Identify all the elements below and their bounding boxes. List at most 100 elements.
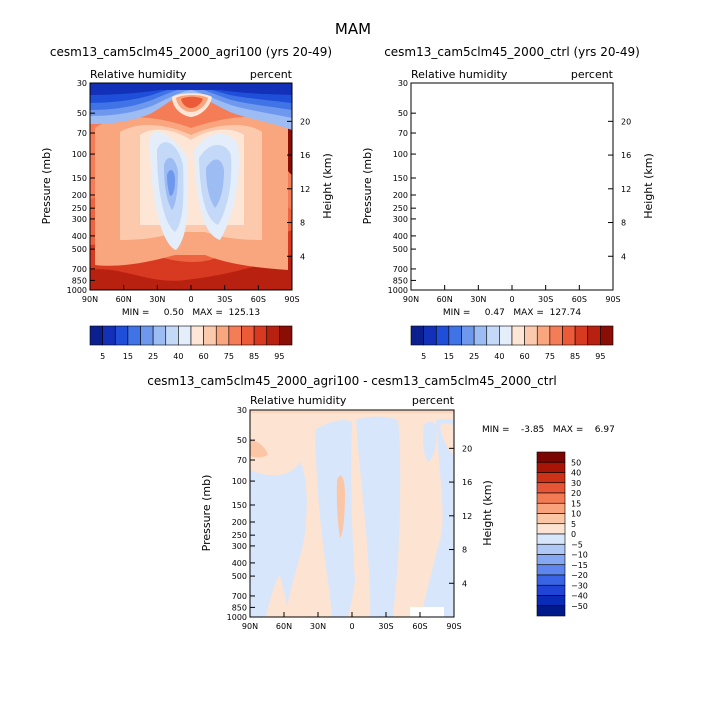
pressure-tick-label: 200	[393, 191, 408, 200]
colorbar-label: 15	[123, 352, 133, 361]
height-tick-label: 8	[621, 219, 626, 228]
colorbar-label: 75	[224, 352, 234, 361]
panel-title: cesm13_cam5clm45_2000_agri100 - cesm13_c…	[147, 374, 556, 388]
panel-ctrl: cesm13_cam5clm45_2000_ctrl (yrs 20-49) R…	[361, 45, 655, 361]
colorbar-box	[127, 325, 141, 346]
colorbar-box	[190, 325, 204, 346]
pressure-tick-label: 300	[393, 215, 408, 224]
colorbar-label: 15	[444, 352, 454, 361]
colorbar-label: 75	[545, 352, 555, 361]
colorbar-box	[266, 325, 280, 346]
pressure-tick-label: 300	[72, 215, 87, 224]
latitude-tick-label: 0	[349, 622, 354, 631]
height-tick-label: 4	[621, 252, 626, 261]
colorbar-box	[536, 554, 566, 566]
latitude-tick-label: 0	[509, 295, 514, 304]
latitude-tick-label: 60S	[412, 622, 427, 631]
contour-field	[411, 83, 613, 290]
height-tick-label: 12	[300, 185, 310, 194]
plot-frame	[410, 82, 614, 291]
latitude-tick-label: 30S	[378, 622, 393, 631]
colorbar-box	[574, 325, 589, 346]
colorbar-label: 95	[595, 352, 605, 361]
latitude-tick-label: 90N	[403, 295, 419, 304]
y-ticks-right: 20 16 12 8 4	[608, 117, 631, 261]
pressure-tick-label: 500	[72, 245, 87, 254]
colorbar-label: 5	[100, 352, 105, 361]
latitude-tick-label: 30S	[538, 295, 553, 304]
colorbar-box	[140, 325, 154, 346]
latitude-tick-label: 60S	[572, 295, 587, 304]
y-axis-label: Pressure (mb)	[200, 475, 213, 552]
pressure-tick-label: 50	[237, 436, 247, 445]
latitude-tick-label: 90S	[446, 622, 461, 631]
min-max: MIN = 0.47 MAX = 127.74	[443, 308, 581, 318]
colorbar-label: 10	[571, 510, 581, 519]
pressure-tick-label: 400	[393, 232, 408, 241]
colorbar-label: 40	[571, 469, 581, 478]
colorbar-label: −5	[571, 540, 583, 549]
pressure-tick-label: 200	[72, 191, 87, 200]
pressure-tick-label: 150	[393, 174, 408, 183]
latitude-tick-label: 30N	[470, 295, 486, 304]
height-tick-label: 16	[621, 151, 631, 160]
y-axis-label-right: Height (km)	[321, 153, 334, 219]
pressure-tick-label: 850	[393, 276, 408, 285]
colorbar-box	[152, 325, 167, 346]
latitude-tick-label: 30S	[217, 295, 232, 304]
latitude-tick-label: 60S	[251, 295, 266, 304]
colorbar-box	[536, 564, 566, 576]
colorbar-box	[536, 492, 566, 504]
pressure-tick-label: 150	[72, 174, 87, 183]
colorbar-label: 30	[571, 479, 581, 488]
pressure-tick-label: 400	[232, 559, 247, 568]
colorbar-box	[549, 325, 563, 346]
latitude-tick-label: 60N	[116, 295, 132, 304]
latitude-tick-label: 0	[188, 295, 193, 304]
colorbar-box	[524, 325, 538, 346]
pressure-tick-label: 70	[398, 129, 408, 138]
colorbar: 5 15 25 40 60 75 85 95	[410, 325, 614, 361]
colorbar-label: −40	[571, 592, 588, 601]
colorbar-label: 5	[421, 352, 426, 361]
colorbar-label: −50	[571, 602, 588, 611]
colorbar-box	[600, 325, 614, 346]
height-tick-label: 20	[300, 117, 310, 126]
colorbar-box	[536, 451, 566, 463]
colorbar-box	[448, 325, 462, 346]
y-axis-label-right: Height (km)	[642, 153, 655, 219]
pressure-tick-label: 850	[72, 276, 87, 285]
pressure-tick-label: 250	[232, 531, 247, 540]
x-ticks: 90N 60N 30N 0 30S 60S 90S	[82, 285, 300, 304]
colorbar-label: 40	[494, 352, 504, 361]
left-string: Relative humidity	[250, 394, 347, 407]
y-ticks-right: 20 16 12 8 4	[287, 117, 310, 261]
colorbar-label: −15	[571, 561, 588, 570]
colorbar-box	[587, 325, 601, 346]
pressure-tick-label: 30	[237, 406, 247, 415]
colorbar-box	[511, 325, 525, 346]
colorbar-box	[536, 325, 551, 346]
height-tick-label: 4	[300, 252, 305, 261]
x-ticks: 90N 60N 30N 0 30S 60S 90S	[403, 285, 621, 304]
colorbar-box	[536, 543, 566, 555]
pressure-tick-label: 500	[232, 572, 247, 581]
pressure-tick-label: 250	[393, 204, 408, 213]
colorbar-box	[536, 502, 566, 514]
height-tick-label: 8	[300, 219, 305, 228]
colorbar-label: 40	[173, 352, 183, 361]
colorbar-box	[89, 325, 103, 346]
pressure-tick-label: 300	[232, 542, 247, 551]
latitude-tick-label: 60N	[437, 295, 453, 304]
colorbar-label: −10	[571, 551, 588, 560]
panel-agri100: cesm13_cam5clm45_2000_agri100 (yrs 20-49…	[40, 45, 334, 361]
contour-field	[90, 83, 292, 290]
latitude-tick-label: 90N	[82, 295, 98, 304]
y-axis-label: Pressure (mb)	[40, 148, 53, 225]
min-max: MIN = 0.50 MAX = 125.13	[122, 308, 260, 318]
x-ticks: 90N 60N 30N 0 30S 60S 90S	[242, 612, 462, 631]
colorbar-box	[536, 472, 566, 484]
pressure-tick-label: 700	[72, 265, 87, 274]
